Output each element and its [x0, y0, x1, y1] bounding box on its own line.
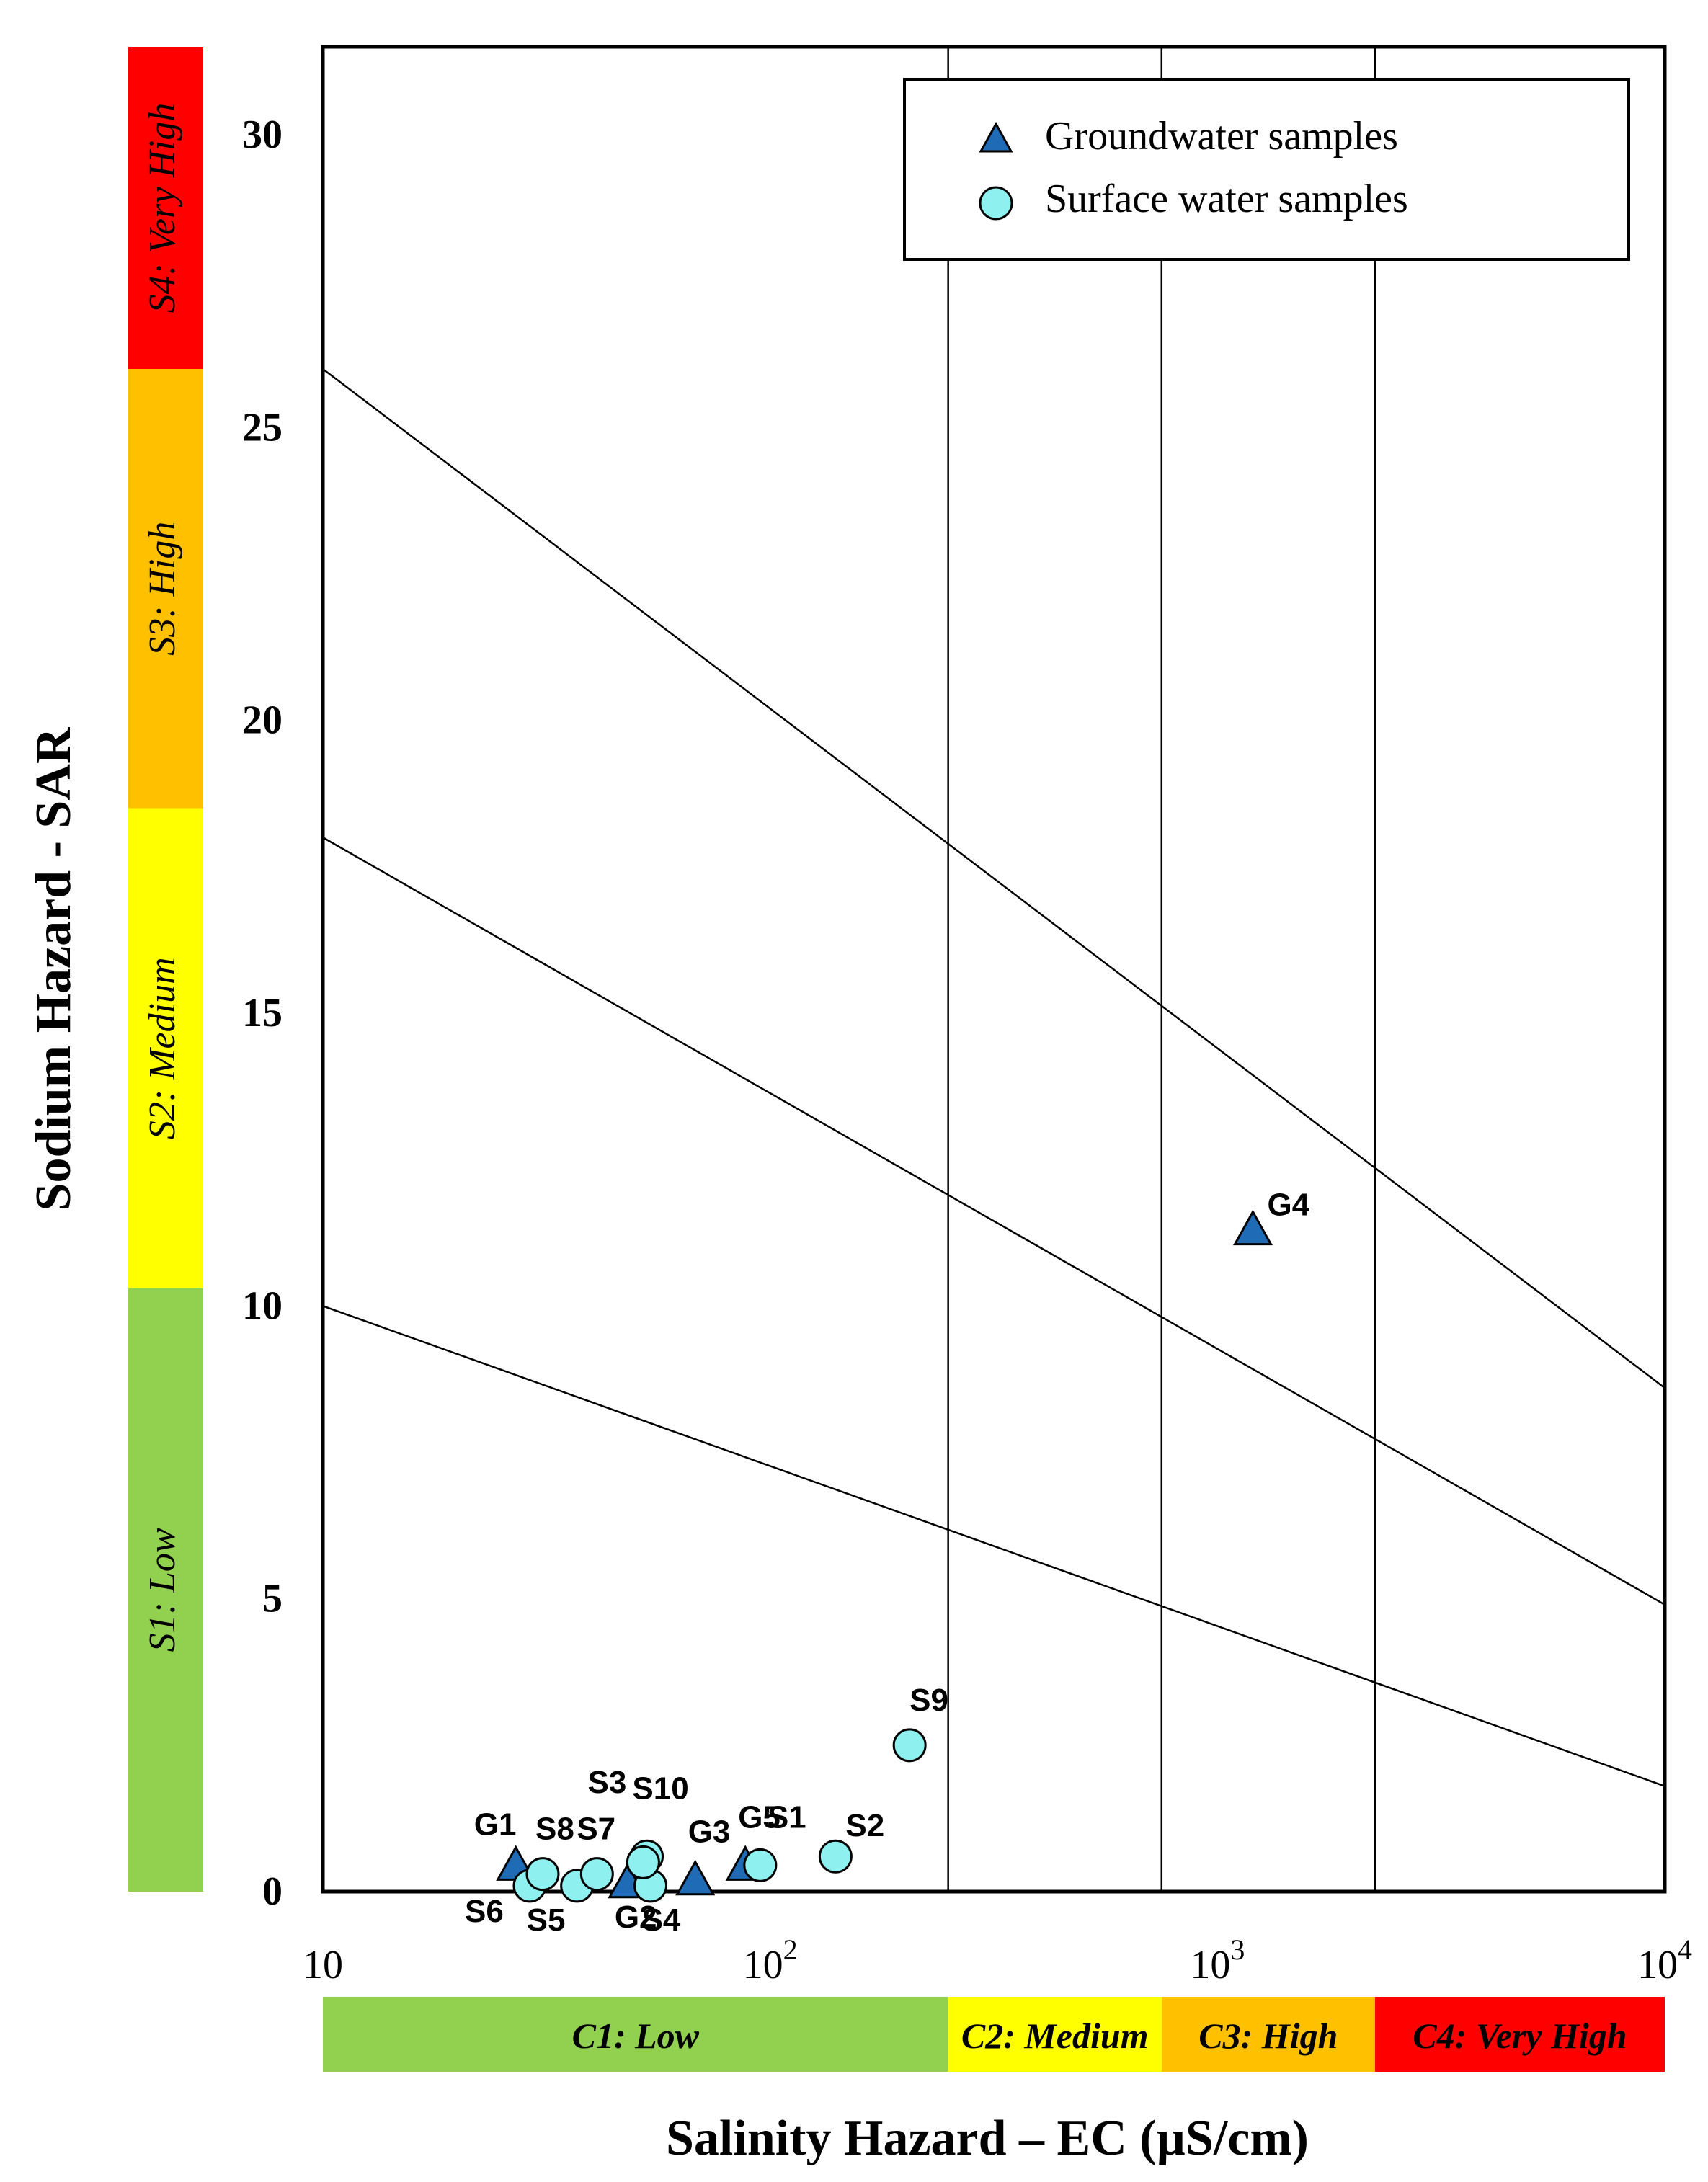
salinity-band-label-c4-very-high: C4: Very High — [1413, 2016, 1627, 2056]
salinity-band-c1-low — [323, 1997, 948, 2072]
point-label-g2: G2 — [615, 1900, 657, 1935]
point-label-g4: G4 — [1267, 1188, 1309, 1223]
class-boundary-lines — [947, 47, 1376, 1892]
legend: Groundwater samples Surface water sample… — [903, 78, 1630, 261]
point-label-s1: S1 — [768, 1799, 806, 1835]
point-label-s6: S6 — [465, 1894, 504, 1929]
legend-triangle-icon — [979, 121, 1013, 153]
x-tick-label: 10 — [303, 1943, 343, 1987]
salinity-band-c3-high — [1161, 1997, 1375, 2072]
point-s8 — [525, 1857, 560, 1892]
salinity-band-c2-medium — [948, 1997, 1162, 2072]
y-tick-label: 5 — [262, 1577, 283, 1621]
point-s7 — [579, 1857, 614, 1892]
x-axis-title: Salinity Hazard – EC (µS/cm) — [666, 2111, 1309, 2166]
y-tick-label: 10 — [242, 1283, 283, 1328]
point-label-s5: S5 — [527, 1902, 566, 1938]
sodium-hazard-bands: S1: Low S2: Medium S3: High S4: Very High — [128, 47, 203, 1892]
sodium-band-label-s3-high: S3: High — [142, 522, 183, 656]
hazard-line — [322, 368, 1665, 1389]
point-s1 — [743, 1848, 778, 1882]
sodium-band-s3-high — [128, 368, 203, 809]
salinity-band-c4-very-high — [1374, 1997, 1665, 2072]
point-label-g3: G3 — [688, 1814, 731, 1850]
y-tick-label: 25 — [242, 405, 283, 450]
point-label-s3: S3 — [588, 1765, 627, 1800]
y-tick-label: 20 — [242, 698, 283, 743]
x-tick-label: 102 — [743, 1933, 798, 1987]
y-tick-label: 15 — [242, 991, 283, 1036]
x-tick-label: 103 — [1190, 1933, 1245, 1987]
legend-box — [903, 78, 1630, 261]
x-tick-labels: 10 102 103 104 — [303, 1933, 1692, 1987]
legend-circle-icon — [979, 186, 1013, 221]
hazard-line — [322, 1305, 1665, 1787]
data-points — [496, 1209, 1273, 1903]
x-tick-label: 104 — [1637, 1933, 1692, 1987]
point-label-s2: S2 — [845, 1808, 884, 1843]
y-tick-label: 0 — [262, 1869, 283, 1914]
plot-frame — [321, 45, 1667, 1894]
y-tick-labels: 0 5 10 15 20 25 30 — [242, 112, 283, 1914]
point-g4 — [1232, 1209, 1273, 1246]
hazard-lines — [322, 368, 1665, 1787]
point-g3 — [675, 1859, 716, 1896]
point-s10 — [626, 1845, 660, 1879]
point-label-s7: S7 — [577, 1812, 615, 1847]
salinity-band-label-c1-low: C1: Low — [572, 2016, 700, 2056]
point-s9 — [892, 1728, 927, 1763]
sodium-band-s1-low — [128, 1288, 203, 1892]
sodium-band-label-s1-low: S1: Low — [142, 1528, 183, 1652]
sodium-band-s4-very-high — [128, 47, 203, 369]
point-label-g1: G1 — [474, 1807, 517, 1842]
point-label-s8: S8 — [535, 1812, 574, 1847]
point-label-s4: S4 — [642, 1902, 681, 1938]
point-label-s10: S10 — [632, 1771, 688, 1806]
salinity-hazard-bands: C1: Low C2: Medium C3: High C4: Very High — [323, 1997, 1665, 2072]
y-tick-label: 30 — [242, 112, 283, 157]
point-s2 — [818, 1839, 853, 1874]
legend-label-surface: Surface water samples — [1045, 177, 1408, 221]
salinity-band-label-c3-high: C3: High — [1198, 2016, 1338, 2056]
sodium-band-label-s2-medium: S2: Medium — [142, 957, 183, 1139]
hazard-line — [322, 837, 1665, 1606]
legend-label-groundwater: Groundwater samples — [1045, 114, 1398, 159]
point-label-g5: G5 — [738, 1799, 780, 1835]
sodium-band-label-s4-very-high: S4: Very High — [142, 103, 183, 313]
salinity-band-label-c2-medium: C2: Medium — [961, 2016, 1149, 2056]
y-axis-title: Sodium Hazard - SAR — [26, 726, 81, 1211]
sodium-band-s2-medium — [128, 808, 203, 1288]
point-label-s9: S9 — [909, 1683, 948, 1718]
